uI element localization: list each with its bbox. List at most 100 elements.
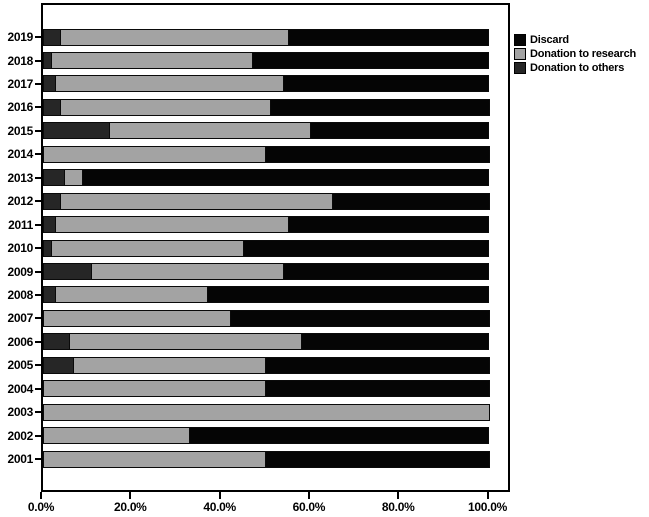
legend-item-donation-to-research: Donation to research — [514, 48, 636, 60]
legend-swatch-donation-to-research — [514, 48, 526, 60]
y-axis-tick-2005 — [35, 364, 42, 367]
bar-segment-donation-to-others-2017 — [43, 75, 57, 93]
x-axis-label-100: 100.0% — [468, 500, 507, 514]
bar-segment-discard-2011 — [288, 216, 490, 234]
bar-2014 — [43, 145, 490, 163]
y-axis-label-2008: 2008 — [7, 287, 34, 302]
bar-segment-donation-to-research-2014 — [43, 145, 267, 163]
x-axis-label-20: 20.0% — [114, 500, 147, 514]
bar-segment-donation-to-others-2005 — [43, 356, 75, 374]
bar-segment-donation-to-research-2003 — [43, 403, 490, 421]
y-axis-tick-2007 — [35, 317, 42, 320]
bar-segment-donation-to-research-2009 — [92, 263, 285, 280]
y-axis-tick-2013 — [35, 176, 42, 179]
bar-segment-donation-to-others-2019 — [43, 28, 61, 46]
y-axis-tick-2003 — [35, 411, 42, 414]
bar-2018 — [43, 52, 490, 69]
y-axis-label-2016: 2016 — [7, 100, 34, 115]
y-axis-tick-2019 — [35, 36, 42, 38]
legend-label-donation-to-research: Donation to research — [530, 48, 637, 60]
bar-segment-donation-to-research-2005 — [74, 356, 267, 374]
bar-2004 — [43, 380, 490, 398]
legend-label-donation-to-others: Donation to others — [530, 62, 625, 74]
x-axis-tick-40 — [218, 492, 221, 499]
y-axis-label-2001: 2001 — [7, 452, 34, 467]
x-axis-tick-80 — [397, 492, 400, 499]
bar-segment-donation-to-others-2016 — [43, 98, 61, 116]
y-axis-label-2003: 2003 — [7, 405, 34, 420]
bar-segment-donation-to-research-2002 — [43, 427, 191, 445]
bar-2019 — [43, 28, 490, 46]
bar-segment-donation-to-research-2010 — [51, 239, 244, 257]
x-axis-label-40: 40.0% — [203, 500, 236, 514]
bar-segment-discard-2009 — [284, 263, 490, 280]
y-axis-tick-2014 — [35, 153, 42, 156]
bar-segment-discard-2006 — [301, 333, 490, 351]
bar-segment-discard-2019 — [288, 28, 490, 46]
y-axis-tick-2006 — [35, 340, 42, 343]
y-axis-label-2017: 2017 — [7, 76, 34, 91]
y-axis-label-2014: 2014 — [7, 147, 34, 162]
bar-segment-donation-to-research-2008 — [56, 286, 209, 304]
x-axis-label-80: 80.0% — [381, 500, 415, 514]
bar-segment-donation-to-others-2011 — [43, 216, 57, 234]
bar-segment-donation-to-others-2009 — [43, 263, 93, 280]
bar-2011 — [43, 216, 490, 234]
legend-label-discard: Discard — [530, 34, 569, 46]
bar-segment-donation-to-research-2013 — [65, 169, 84, 187]
y-axis-tick-2011 — [35, 223, 42, 226]
y-axis-tick-2016 — [35, 106, 42, 109]
bar-2012 — [43, 192, 490, 210]
y-axis-tick-2009 — [35, 270, 42, 273]
y-axis-tick-2018 — [35, 59, 42, 62]
x-axis-tick-60 — [307, 492, 310, 499]
bar-segment-donation-to-research-2012 — [60, 192, 334, 210]
y-axis-label-2002: 2002 — [7, 428, 34, 443]
bar-segment-discard-2014 — [266, 145, 490, 163]
legend-swatch-discard — [514, 34, 526, 46]
bar-segment-donation-to-research-2004 — [43, 380, 267, 398]
bar-segment-discard-2018 — [252, 52, 490, 69]
bar-2008 — [43, 286, 490, 304]
y-axis-label-2015: 2015 — [7, 123, 34, 138]
y-axis-tick-2002 — [35, 434, 42, 437]
bar-segment-discard-2001 — [266, 450, 490, 468]
y-axis-label-2004: 2004 — [7, 381, 34, 396]
bar-segment-donation-to-others-2013 — [43, 169, 66, 187]
bar-2009 — [43, 263, 490, 280]
bar-segment-discard-2008 — [208, 286, 490, 304]
y-axis-label-2009: 2009 — [7, 264, 34, 279]
bar-segment-discard-2005 — [266, 356, 490, 374]
bar-2003 — [43, 403, 490, 421]
y-axis-label-2007: 2007 — [7, 311, 34, 326]
x-axis-tick-100 — [486, 492, 489, 499]
bar-2001 — [43, 450, 490, 468]
bar-2002 — [43, 427, 490, 445]
bar-segment-discard-2007 — [230, 309, 490, 327]
y-axis-tick-2010 — [35, 247, 42, 249]
bar-segment-donation-to-others-2012 — [43, 192, 61, 210]
bar-segment-donation-to-research-2001 — [43, 450, 267, 468]
bar-2006 — [43, 333, 490, 351]
x-axis-label-0: 0.0% — [27, 500, 55, 514]
bar-segment-donation-to-research-2018 — [51, 52, 253, 69]
bar-2007 — [43, 309, 490, 327]
bar-segment-donation-to-research-2016 — [60, 98, 271, 116]
y-axis-label-2018: 2018 — [7, 53, 34, 68]
bar-2005 — [43, 356, 490, 374]
x-axis-label-60: 60.0% — [292, 500, 326, 514]
bar-segment-donation-to-research-2019 — [60, 28, 289, 46]
y-axis-label-2013: 2013 — [7, 170, 34, 185]
bar-segment-discard-2002 — [190, 427, 490, 445]
bar-segment-donation-to-others-2015 — [43, 122, 110, 140]
bar-segment-discard-2010 — [243, 239, 490, 257]
x-axis-tick-20 — [129, 492, 132, 499]
bar-segment-discard-2004 — [266, 380, 490, 398]
bar-segment-donation-to-research-2007 — [43, 309, 231, 327]
bar-segment-donation-to-research-2017 — [56, 75, 285, 93]
y-axis-tick-2001 — [35, 458, 42, 461]
bar-2015 — [43, 122, 490, 140]
bar-segment-discard-2015 — [310, 122, 490, 140]
legend: Discard Donation to research Donation to o… — [514, 34, 636, 76]
